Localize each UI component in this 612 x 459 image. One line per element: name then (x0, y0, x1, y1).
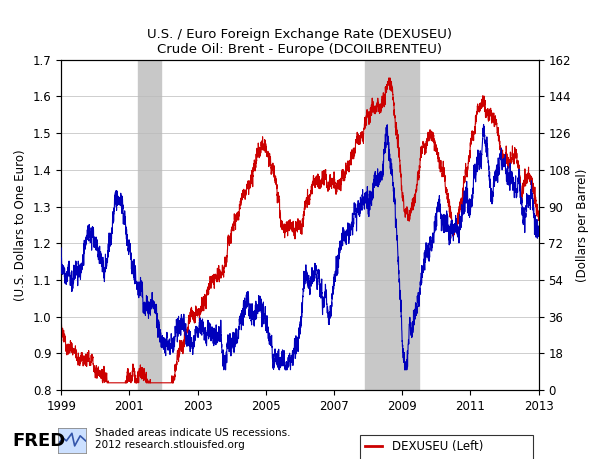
Title: U.S. / Euro Foreign Exchange Rate (DEXUSEU)
Crude Oil: Brent - Europe (DCOILBREN: U.S. / Euro Foreign Exchange Rate (DEXUS… (147, 28, 452, 56)
Bar (138, 60, 161, 390)
Y-axis label: (U.S. Dollars to One Euro): (U.S. Dollars to One Euro) (14, 149, 27, 301)
Bar (365, 60, 419, 390)
Text: Shaded areas indicate US recessions.
2012 research.stlouisfed.org: Shaded areas indicate US recessions. 201… (95, 428, 290, 450)
Legend: DEXUSEU (Left), DCOILBRENTEU (Right): DEXUSEU (Left), DCOILBRENTEU (Right) (360, 436, 532, 459)
Y-axis label: (Dollars per Barrel): (Dollars per Barrel) (577, 168, 589, 282)
Text: FRED: FRED (12, 432, 65, 450)
